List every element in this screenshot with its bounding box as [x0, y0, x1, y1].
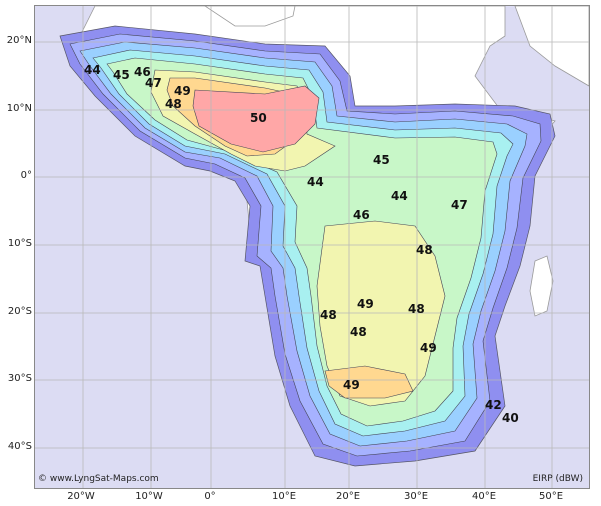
- label-49-west: 49: [174, 84, 191, 98]
- label-44-east: 44: [391, 189, 408, 203]
- contour-49-south: [324, 365, 414, 399]
- lon-label-40e: 40°E: [471, 491, 497, 502]
- lat-label-30s: 30°S: [7, 373, 32, 384]
- lat-label-40s: 40°S: [7, 441, 32, 452]
- lon-label-0: 0°: [204, 491, 216, 502]
- label-48-west: 48: [165, 97, 182, 111]
- label-48-southeast: 48: [408, 302, 425, 316]
- lon-label-30e: 30°E: [403, 491, 429, 502]
- label-46-west: 46: [134, 65, 151, 79]
- eirp-unit-label: EIRP (dBW): [532, 474, 583, 484]
- lon-label-10w: 10°W: [135, 491, 163, 502]
- lon-label-10e: 10°E: [271, 491, 297, 502]
- label-47-east: 47: [451, 198, 468, 212]
- lat-label-0: 0°: [20, 170, 32, 181]
- label-49-south: 49: [343, 378, 360, 392]
- lon-label-20e: 20°E: [335, 491, 361, 502]
- lon-label-50e: 50°E: [538, 491, 564, 502]
- coverage-map: 44 45 46 47 49 48 50 45 44 44 46 47 48 4…: [34, 5, 590, 489]
- label-45-east: 45: [373, 153, 390, 167]
- label-48-southwest: 48: [320, 308, 337, 322]
- lon-label-20w: 20°W: [67, 491, 95, 502]
- label-48-east: 48: [416, 243, 433, 257]
- label-45-west: 45: [113, 68, 130, 82]
- lat-label-20s: 20°S: [7, 306, 32, 317]
- contour-value-labels: 44 45 46 47 49 48 50 45 44 44 46 47 48 4…: [84, 63, 519, 425]
- graticule: [35, 6, 589, 488]
- label-49-south-center: 49: [357, 297, 374, 311]
- contour-50: [192, 85, 320, 153]
- label-47-west: 47: [145, 76, 162, 90]
- europe-fragment: [204, 6, 296, 27]
- label-44-center: 44: [307, 175, 324, 189]
- label-42-southeast: 42: [485, 398, 502, 412]
- madagascar: [529, 255, 554, 317]
- label-44-west: 44: [84, 63, 101, 77]
- label-40-southeast: 40: [502, 411, 519, 425]
- lat-label-20n: 20°N: [6, 35, 32, 46]
- map-svg: 44 45 46 47 49 48 50 45 44 44 46 47 48 4…: [35, 6, 589, 488]
- lat-label-10s: 10°S: [7, 238, 32, 249]
- label-48-south: 48: [350, 325, 367, 339]
- copyright-text: © www.LyngSat-Maps.com: [38, 474, 159, 484]
- label-50-center: 50: [250, 111, 267, 125]
- label-49-southeast: 49: [420, 341, 437, 355]
- label-46-center: 46: [353, 208, 370, 222]
- lat-label-10n: 10°N: [6, 103, 32, 114]
